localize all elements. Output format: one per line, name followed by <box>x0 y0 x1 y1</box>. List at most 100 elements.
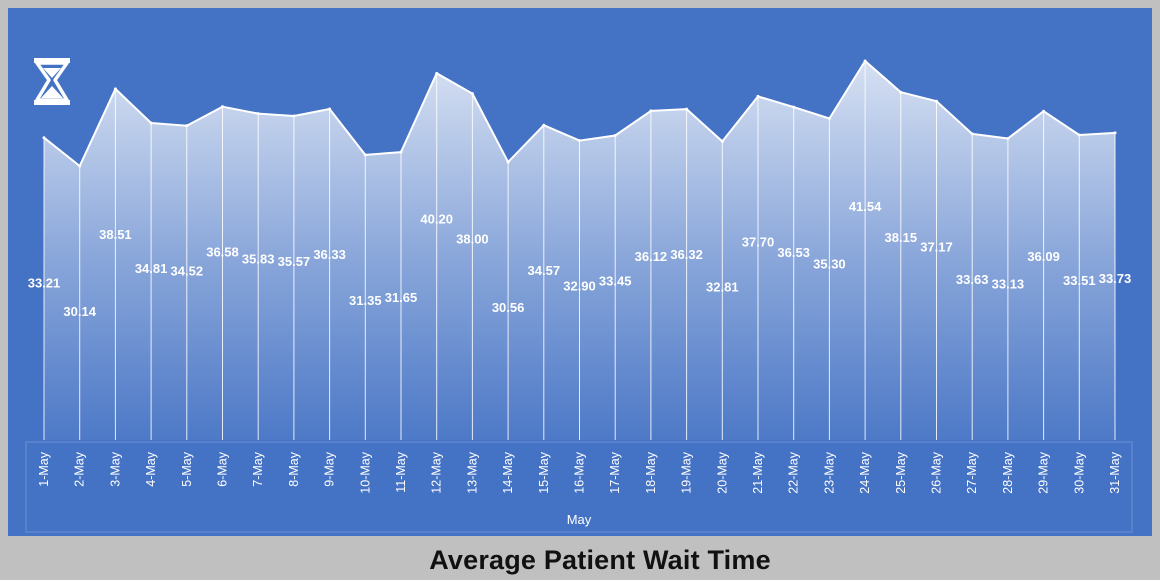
data-point <box>685 107 689 111</box>
data-point <box>613 134 617 138</box>
x-tick-label: 3-May <box>108 451 122 486</box>
x-tick-label: 25-May <box>894 451 908 493</box>
data-label: 33.63 <box>956 272 989 287</box>
x-tick-label: 19-May <box>680 451 694 493</box>
data-label: 32.81 <box>706 279 739 294</box>
data-label: 36.12 <box>635 249 668 264</box>
data-label: 40.20 <box>420 211 453 226</box>
data-point <box>292 114 296 118</box>
x-tick-label: 15-May <box>537 451 551 493</box>
data-label: 35.83 <box>242 252 275 267</box>
data-label: 34.81 <box>135 261 168 276</box>
category-axis-box <box>25 441 1133 533</box>
data-point <box>506 160 510 164</box>
data-point <box>470 92 474 96</box>
x-tick-label: 31-May <box>1108 451 1122 493</box>
x-tick-label: 13-May <box>465 451 479 493</box>
data-point <box>399 150 403 154</box>
data-label: 36.32 <box>670 247 703 262</box>
data-point <box>720 139 724 143</box>
data-point <box>328 107 332 111</box>
x-tick-label: 8-May <box>287 451 301 486</box>
x-tick-label: 2-May <box>73 451 87 486</box>
data-point <box>899 90 903 94</box>
data-point <box>827 116 831 120</box>
data-label: 38.15 <box>885 230 918 245</box>
data-point <box>1006 136 1010 140</box>
data-point <box>649 109 653 113</box>
chart-panel: 33.21 30.14 38.51 34.81 34.52 36.58 35.83 35.57… <box>8 8 1152 536</box>
data-label: 32.90 <box>563 279 596 294</box>
x-tick-label: 11-May <box>394 451 408 493</box>
data-point <box>970 132 974 136</box>
data-point <box>578 139 581 143</box>
data-label: 37.70 <box>742 234 775 249</box>
data-label: 38.51 <box>99 227 132 242</box>
x-tick-label: 26-May <box>930 451 944 493</box>
x-tick-label: 28-May <box>1001 451 1015 493</box>
hourglass-icon <box>34 58 70 105</box>
data-point <box>256 112 260 116</box>
data-point <box>1042 109 1046 113</box>
data-point <box>363 153 367 157</box>
x-tick-label: 17-May <box>608 451 622 493</box>
data-point <box>542 123 546 127</box>
x-tick-label: 5-May <box>180 451 194 486</box>
x-tick-label: 14-May <box>501 451 515 493</box>
x-tick-label: 7-May <box>251 451 265 486</box>
data-point <box>221 105 224 109</box>
x-tick-label: 16-May <box>573 451 587 493</box>
x-tick-label: 23-May <box>822 451 836 493</box>
data-label: 31.35 <box>349 293 382 308</box>
x-tick-label: 4-May <box>144 451 158 486</box>
data-label: 36.09 <box>1027 249 1060 264</box>
data-point <box>1077 133 1081 137</box>
data-label: 34.52 <box>171 264 204 279</box>
data-label: 33.21 <box>28 276 61 291</box>
x-tick-label: 1-May <box>37 451 51 486</box>
data-label: 33.13 <box>992 277 1025 292</box>
page-title: Average Patient Wait Time <box>429 545 771 575</box>
data-label: 36.58 <box>206 245 239 260</box>
data-point <box>113 87 117 91</box>
x-tick-label: 18-May <box>644 451 658 493</box>
x-tick-label: 24-May <box>858 451 872 493</box>
x-tick-label: 22-May <box>787 451 801 493</box>
x-tick-label: 21-May <box>751 451 765 493</box>
x-tick-label: 27-May <box>965 451 979 493</box>
data-label: 33.51 <box>1063 273 1096 288</box>
data-label: 36.53 <box>777 245 810 260</box>
x-tick-label: 29-May <box>1037 451 1051 493</box>
x-tick-label: 9-May <box>323 451 337 486</box>
data-label: 33.73 <box>1099 271 1132 286</box>
data-label: 41.54 <box>849 199 882 214</box>
data-label: 34.57 <box>528 263 561 278</box>
x-tick-label: 10-May <box>358 451 372 493</box>
data-label: 37.17 <box>920 239 953 254</box>
data-point <box>185 124 189 128</box>
data-point <box>78 164 82 168</box>
data-label: 38.00 <box>456 232 489 247</box>
x-tick-label: 12-May <box>430 451 444 493</box>
data-point <box>435 71 439 75</box>
data-label: 30.56 <box>492 300 525 315</box>
data-label: 36.33 <box>313 247 346 262</box>
area-layer <box>42 59 1117 440</box>
data-point <box>149 121 153 125</box>
data-point <box>792 105 796 109</box>
x-tick-label: 20-May <box>715 451 729 493</box>
x-axis-title: May <box>567 512 592 527</box>
data-label: 35.30 <box>813 257 846 272</box>
data-point <box>935 99 938 103</box>
data-point <box>756 94 760 98</box>
data-label: 33.45 <box>599 274 632 289</box>
data-label: 30.14 <box>63 304 96 319</box>
x-tick-label: 30-May <box>1072 451 1086 493</box>
data-point <box>42 136 46 140</box>
data-label: 31.65 <box>385 290 418 305</box>
category-axis: 1-May 2-May 3-May 4-May 5-May 6-May 7-May 8-May… <box>37 451 1122 493</box>
data-point <box>863 59 867 63</box>
data-label: 35.57 <box>278 254 311 269</box>
